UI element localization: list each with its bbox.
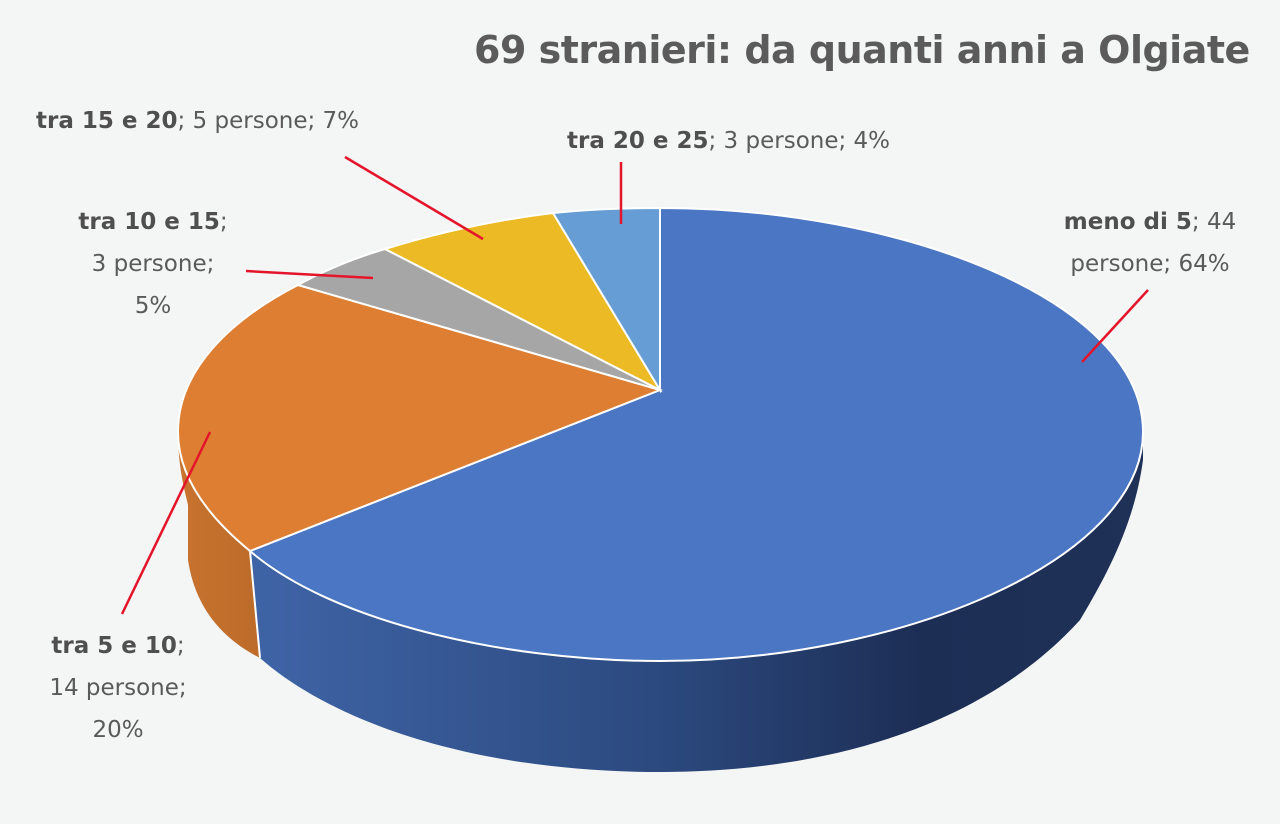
- slice-tra-15-e-20[interactable]: [382, 211, 663, 393]
- leader-lines: [120, 155, 1149, 615]
- slice-tra-10-e-15[interactable]: [295, 247, 661, 391]
- data-label-tra-20-e-25: tra 20 e 25; 3 persone; 4%: [567, 128, 891, 154]
- leader-line-tra-15-e-20: [344, 155, 484, 241]
- data-label-tra-15-e-20: tra 15 e 20; 5 persone; 7%: [36, 108, 360, 134]
- slice-side-tra-5-e-10: [178, 432, 260, 658]
- leader-line-meno-di-5: [1081, 289, 1149, 363]
- data-label-tra-10-e-15: tra 10 e 15; 3 persone; 5%: [78, 209, 228, 319]
- slice-side-meno-di-5: [250, 432, 1143, 772]
- data-label-tra-5-e-10: tra 5 e 10; 14 persone; 20%: [49, 633, 187, 743]
- slice-tra-20-e-25[interactable]: [551, 206, 661, 394]
- data-label-meno-di-5: meno di 5; 44 persone; 64%: [1063, 209, 1237, 277]
- slice-meno-di-5[interactable]: [248, 206, 1145, 663]
- slice-tra-5-e-10[interactable]: [176, 283, 664, 553]
- leader-line-tra-5-e-10: [120, 431, 212, 615]
- leader-line-tra-10-e-15: [245, 269, 374, 280]
- chart-title: 69 stranieri: da quanti anni a Olgiate: [474, 28, 1250, 72]
